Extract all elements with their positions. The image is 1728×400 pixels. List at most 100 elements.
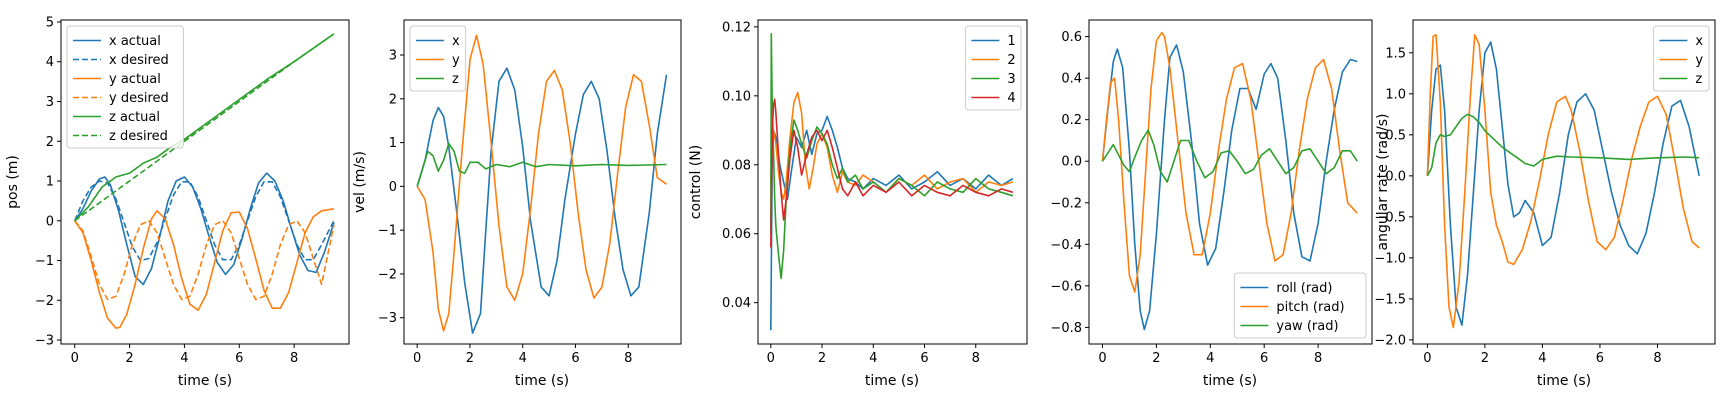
y-tick-label: 1: [46, 175, 54, 190]
legend-label-2: 2: [1007, 53, 1015, 68]
y-tick-label: −3: [378, 311, 397, 326]
y-tick-label: 0.12: [722, 20, 751, 35]
legend-box: [409, 25, 467, 92]
legend-label-3: 3: [1007, 72, 1015, 87]
legend-label-4: 4: [1007, 91, 1015, 106]
legend-label-x-desired: x desired: [109, 53, 169, 68]
x-tick-label: 2: [466, 351, 474, 366]
y-tick-label: 4: [46, 55, 54, 70]
legend-label-pitch-rad: pitch (rad): [1276, 300, 1344, 315]
panel-attitude: 0 2 4 6 8 −0.8 −0.6 −0.4 −0.2 0.0 0.2 0.4 0.6 time (…: [1050, 19, 1373, 389]
series-line-y-desired: [74, 220, 335, 301]
y-tick-label: −2.0: [1374, 333, 1406, 348]
series-line-y: [416, 34, 667, 332]
series-layer: [1426, 34, 1700, 329]
series-line-2: [770, 91, 1014, 200]
y-tick-label: 0.04: [722, 296, 751, 311]
legend-label-z-desired: z desired: [109, 129, 168, 144]
y-tick-label: −1: [35, 254, 54, 269]
x-axis-label: time (s): [865, 373, 919, 389]
panel-pos: 0 2 4 6 8 −3 −2 −1 0 1 2 3 4 5 time (s) pos (m) x act…: [5, 15, 350, 389]
x-tick-label: 4: [519, 351, 527, 366]
x-axis-label: time (s): [178, 373, 232, 389]
y-tick-label: 0.06: [722, 227, 751, 242]
series-line-pitch-rad: [1101, 31, 1358, 293]
series-line-roll-rad: [1101, 44, 1358, 331]
legend-label-z: z: [1695, 72, 1702, 87]
y-tick-label: 3: [389, 49, 397, 64]
series-line-x-desired: [73, 180, 335, 262]
legend-label-y-actual: y actual: [109, 72, 161, 87]
x-tick-label: 0: [1423, 351, 1431, 366]
legend: xyz: [1652, 25, 1710, 92]
y-tick-label: −0.8: [1050, 321, 1082, 336]
legend-label-y: y: [1695, 53, 1703, 68]
x-tick-label: 6: [1596, 351, 1604, 366]
legend-label-roll-rad: roll (rad): [1276, 281, 1332, 296]
series-line-z: [1426, 113, 1700, 177]
x-tick-label: 0: [71, 351, 79, 366]
x-tick-label: 6: [571, 351, 579, 366]
x-tick-label: 0: [1098, 351, 1106, 366]
y-tick-label: −2: [378, 267, 397, 282]
legend-label-y-desired: y desired: [109, 91, 169, 106]
axes-layer: 0 2 4 6 8 −3 −2 −1 0 1 2 3: [378, 49, 633, 366]
y-tick-label: 0.08: [722, 158, 751, 173]
x-tick-label: 6: [920, 351, 928, 366]
series-line-x: [1426, 41, 1700, 326]
series-line-x: [416, 67, 668, 334]
x-tick-label: 8: [1314, 351, 1322, 366]
legend-label-z-actual: z actual: [109, 110, 160, 125]
y-tick-label: −1: [378, 224, 397, 239]
series-line-3: [770, 33, 1014, 280]
x-tick-label: 8: [1653, 351, 1661, 366]
legend-box: [66, 25, 184, 149]
series-layer: [416, 34, 668, 334]
legend-label-x: x: [452, 34, 460, 49]
legend: xyz: [409, 25, 467, 92]
axes-layer: 0 2 4 6 8 −3 −2 −1 0 1 2 3 4 5: [35, 15, 298, 366]
y-tick-label: 1: [389, 136, 397, 151]
series-line-z-actual: [74, 33, 335, 222]
x-tick-label: 2: [818, 351, 826, 366]
y-tick-label: 2: [389, 92, 397, 107]
y-tick-label: 0.0: [1385, 169, 1406, 184]
x-tick-label: 4: [180, 351, 188, 366]
y-tick-label: 0.5: [1385, 128, 1406, 143]
x-tick-label: 4: [869, 351, 877, 366]
legend-label-y: y: [452, 53, 460, 68]
series-line-y: [1426, 34, 1700, 329]
axes-layer: 0 2 4 6 8 −2.0 −1.5 −1.0 −0.5 0.0 0.5 1.0 1.5: [1374, 46, 1661, 366]
series-line-1: [770, 115, 1014, 331]
legend-box: [964, 25, 1022, 111]
y-tick-label: 0.0: [1061, 155, 1082, 170]
y-tick-label: 0.2: [1061, 113, 1082, 128]
series-line-z-desired: [74, 33, 335, 222]
panel-vel: 0 2 4 6 8 −3 −2 −1 0 1 2 3 time (s) vel (m/s) xyz: [352, 19, 682, 389]
x-tick-label: 2: [1481, 351, 1489, 366]
y-tick-label: −0.5: [1374, 210, 1406, 225]
legend-label-1: 1: [1007, 34, 1015, 49]
panel-control: 0 2 4 6 8 0.04 0.06 0.08 0.10 0.12 time (s) contr…: [688, 19, 1028, 389]
y-tick-label: 1.0: [1385, 87, 1406, 102]
x-tick-label: 4: [1538, 351, 1546, 366]
y-tick-label: −2: [35, 294, 54, 309]
x-tick-label: 2: [1152, 351, 1160, 366]
y-tick-label: 3: [46, 95, 54, 110]
x-tick-label: 0: [413, 351, 421, 366]
legend: 1 2 3 4: [964, 25, 1022, 111]
legend-box: [1652, 25, 1710, 92]
x-tick-label: 2: [125, 351, 133, 366]
y-tick-label: −0.2: [1050, 196, 1082, 211]
y-axis-label: angular rate (rad/s): [1375, 114, 1391, 251]
y-tick-label: 0.10: [722, 89, 751, 104]
x-tick-label: 0: [767, 351, 775, 366]
series-line-y-actual: [74, 208, 335, 329]
series-line-z: [416, 142, 667, 187]
axes-layer: 0 2 4 6 8 0.04 0.06 0.08 0.10 0.12: [722, 20, 980, 366]
y-tick-label: 0.4: [1061, 72, 1082, 87]
y-tick-label: 0: [46, 214, 54, 229]
series-layer: [73, 33, 335, 329]
x-axis-label: time (s): [1203, 373, 1257, 389]
